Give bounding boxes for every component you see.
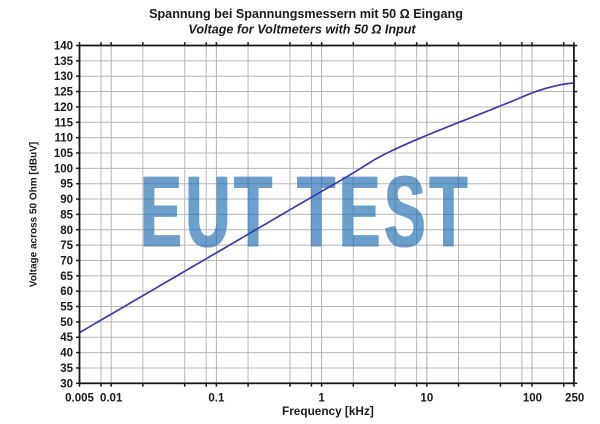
svg-text:75: 75 (60, 240, 73, 252)
svg-text:1: 1 (318, 393, 325, 405)
svg-text:100: 100 (523, 393, 542, 405)
svg-text:100: 100 (54, 163, 73, 175)
svg-text:130: 130 (54, 71, 73, 83)
svg-text:120: 120 (54, 102, 73, 114)
svg-text:Voltage across 50 Ohm [dBuV]: Voltage across 50 Ohm [dBuV] (29, 142, 40, 287)
svg-text:125: 125 (54, 87, 74, 99)
svg-text:Spannung bei Spannungsmessern: Spannung bei Spannungsmessern mit 50 Ω E… (149, 7, 463, 21)
svg-text:55: 55 (60, 302, 73, 314)
svg-text:90: 90 (60, 194, 73, 206)
svg-text:EUT TEST: EUT TEST (141, 155, 472, 268)
svg-text:Frequency [kHz]: Frequency [kHz] (282, 404, 374, 418)
svg-text:70: 70 (60, 255, 73, 267)
svg-text:250: 250 (565, 393, 584, 405)
svg-text:50: 50 (60, 317, 73, 329)
svg-text:65: 65 (60, 271, 73, 283)
svg-text:EUT TEST: EUT TEST (140, 155, 471, 268)
svg-text:0.005: 0.005 (65, 393, 94, 405)
svg-text:115: 115 (54, 117, 73, 129)
svg-text:10: 10 (420, 393, 433, 405)
svg-text:Voltage for Voltmeters with 50: Voltage for Voltmeters with 50 Ω Input (188, 23, 416, 37)
svg-text:80: 80 (60, 225, 73, 237)
svg-text:40: 40 (60, 348, 73, 360)
svg-text:95: 95 (60, 179, 73, 191)
svg-text:0.1: 0.1 (208, 393, 225, 405)
svg-text:85: 85 (60, 209, 73, 221)
svg-text:45: 45 (60, 332, 73, 344)
svg-text:35: 35 (60, 363, 73, 375)
svg-text:110: 110 (54, 133, 73, 145)
svg-text:135: 135 (54, 56, 74, 68)
svg-text:30: 30 (60, 378, 73, 390)
svg-text:0.01: 0.01 (100, 393, 123, 405)
svg-text:105: 105 (54, 148, 74, 160)
svg-text:60: 60 (60, 286, 73, 298)
svg-text:140: 140 (54, 41, 73, 53)
